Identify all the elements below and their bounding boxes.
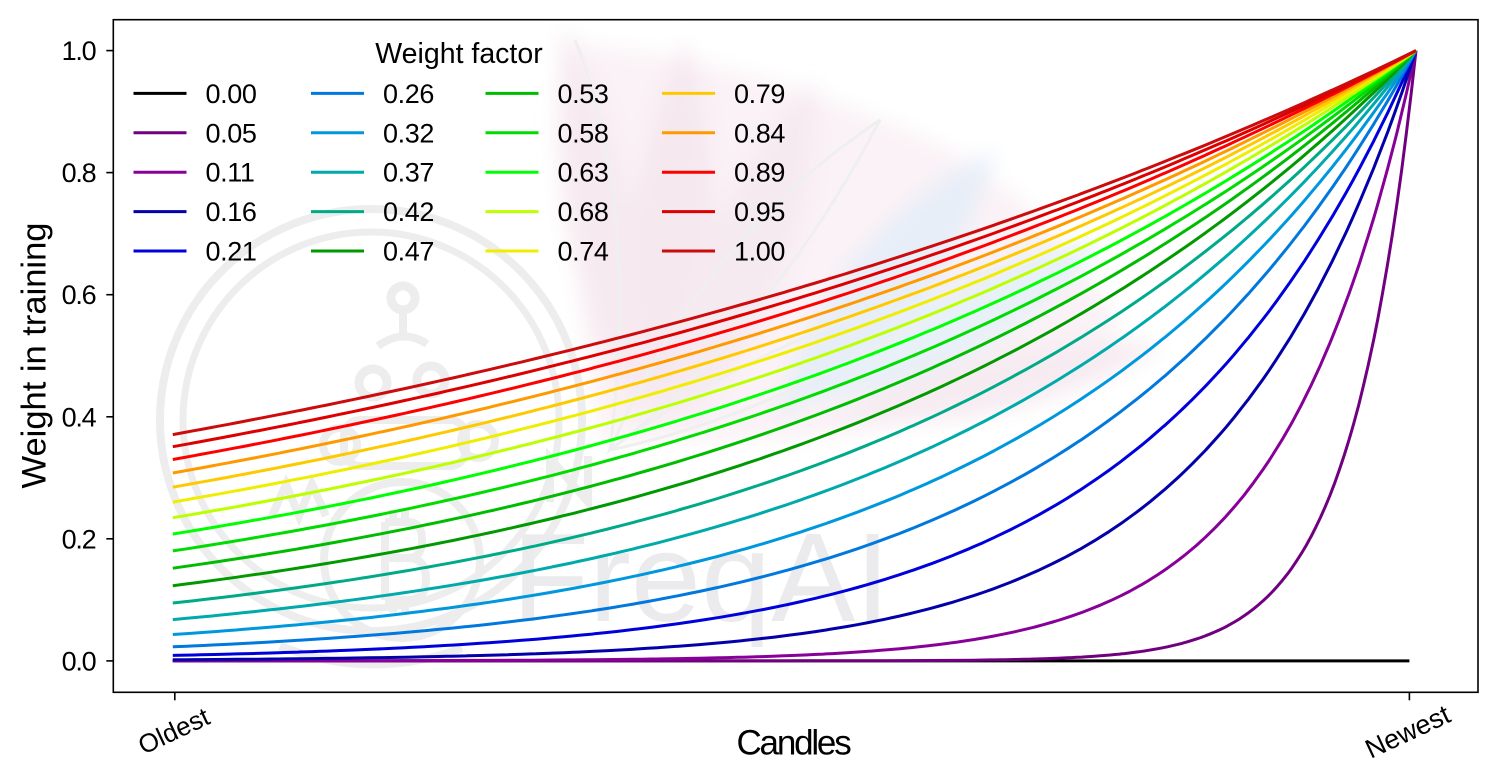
svg-text:0.00: 0.00 [206,79,257,109]
svg-text:0.74: 0.74 [558,237,609,267]
svg-text:0.63: 0.63 [558,158,609,188]
svg-text:1.0: 1.0 [62,36,96,66]
svg-text:0.32: 0.32 [383,118,434,148]
svg-text:0.37: 0.37 [383,158,434,188]
svg-text:0.42: 0.42 [383,197,434,227]
svg-text:0.79: 0.79 [734,79,785,109]
svg-text:0.16: 0.16 [206,197,257,227]
svg-text:1.00: 1.00 [734,237,785,267]
svg-text:0.4: 0.4 [62,402,97,432]
svg-text:0.95: 0.95 [734,197,785,227]
svg-text:0.11: 0.11 [206,158,255,188]
svg-text:FreqAI: FreqAI [512,507,890,648]
svg-text:0.84: 0.84 [734,118,785,148]
svg-text:Weight in training: Weight in training [16,223,54,489]
svg-text:Candles: Candles [736,723,851,762]
svg-text:0.8: 0.8 [62,158,96,188]
svg-text:0.68: 0.68 [558,197,609,227]
svg-text:0.0: 0.0 [62,646,96,676]
svg-text:0.26: 0.26 [383,79,434,109]
svg-text:0.89: 0.89 [734,158,785,188]
svg-text:0.2: 0.2 [62,524,96,554]
svg-text:0.05: 0.05 [206,118,257,148]
svg-text:0.21: 0.21 [206,237,257,267]
svg-text:Weight factor: Weight factor [375,38,543,70]
svg-text:0.6: 0.6 [62,280,96,310]
svg-text:0.53: 0.53 [558,79,609,109]
svg-text:0.47: 0.47 [383,237,434,267]
svg-text:0.58: 0.58 [558,118,609,148]
